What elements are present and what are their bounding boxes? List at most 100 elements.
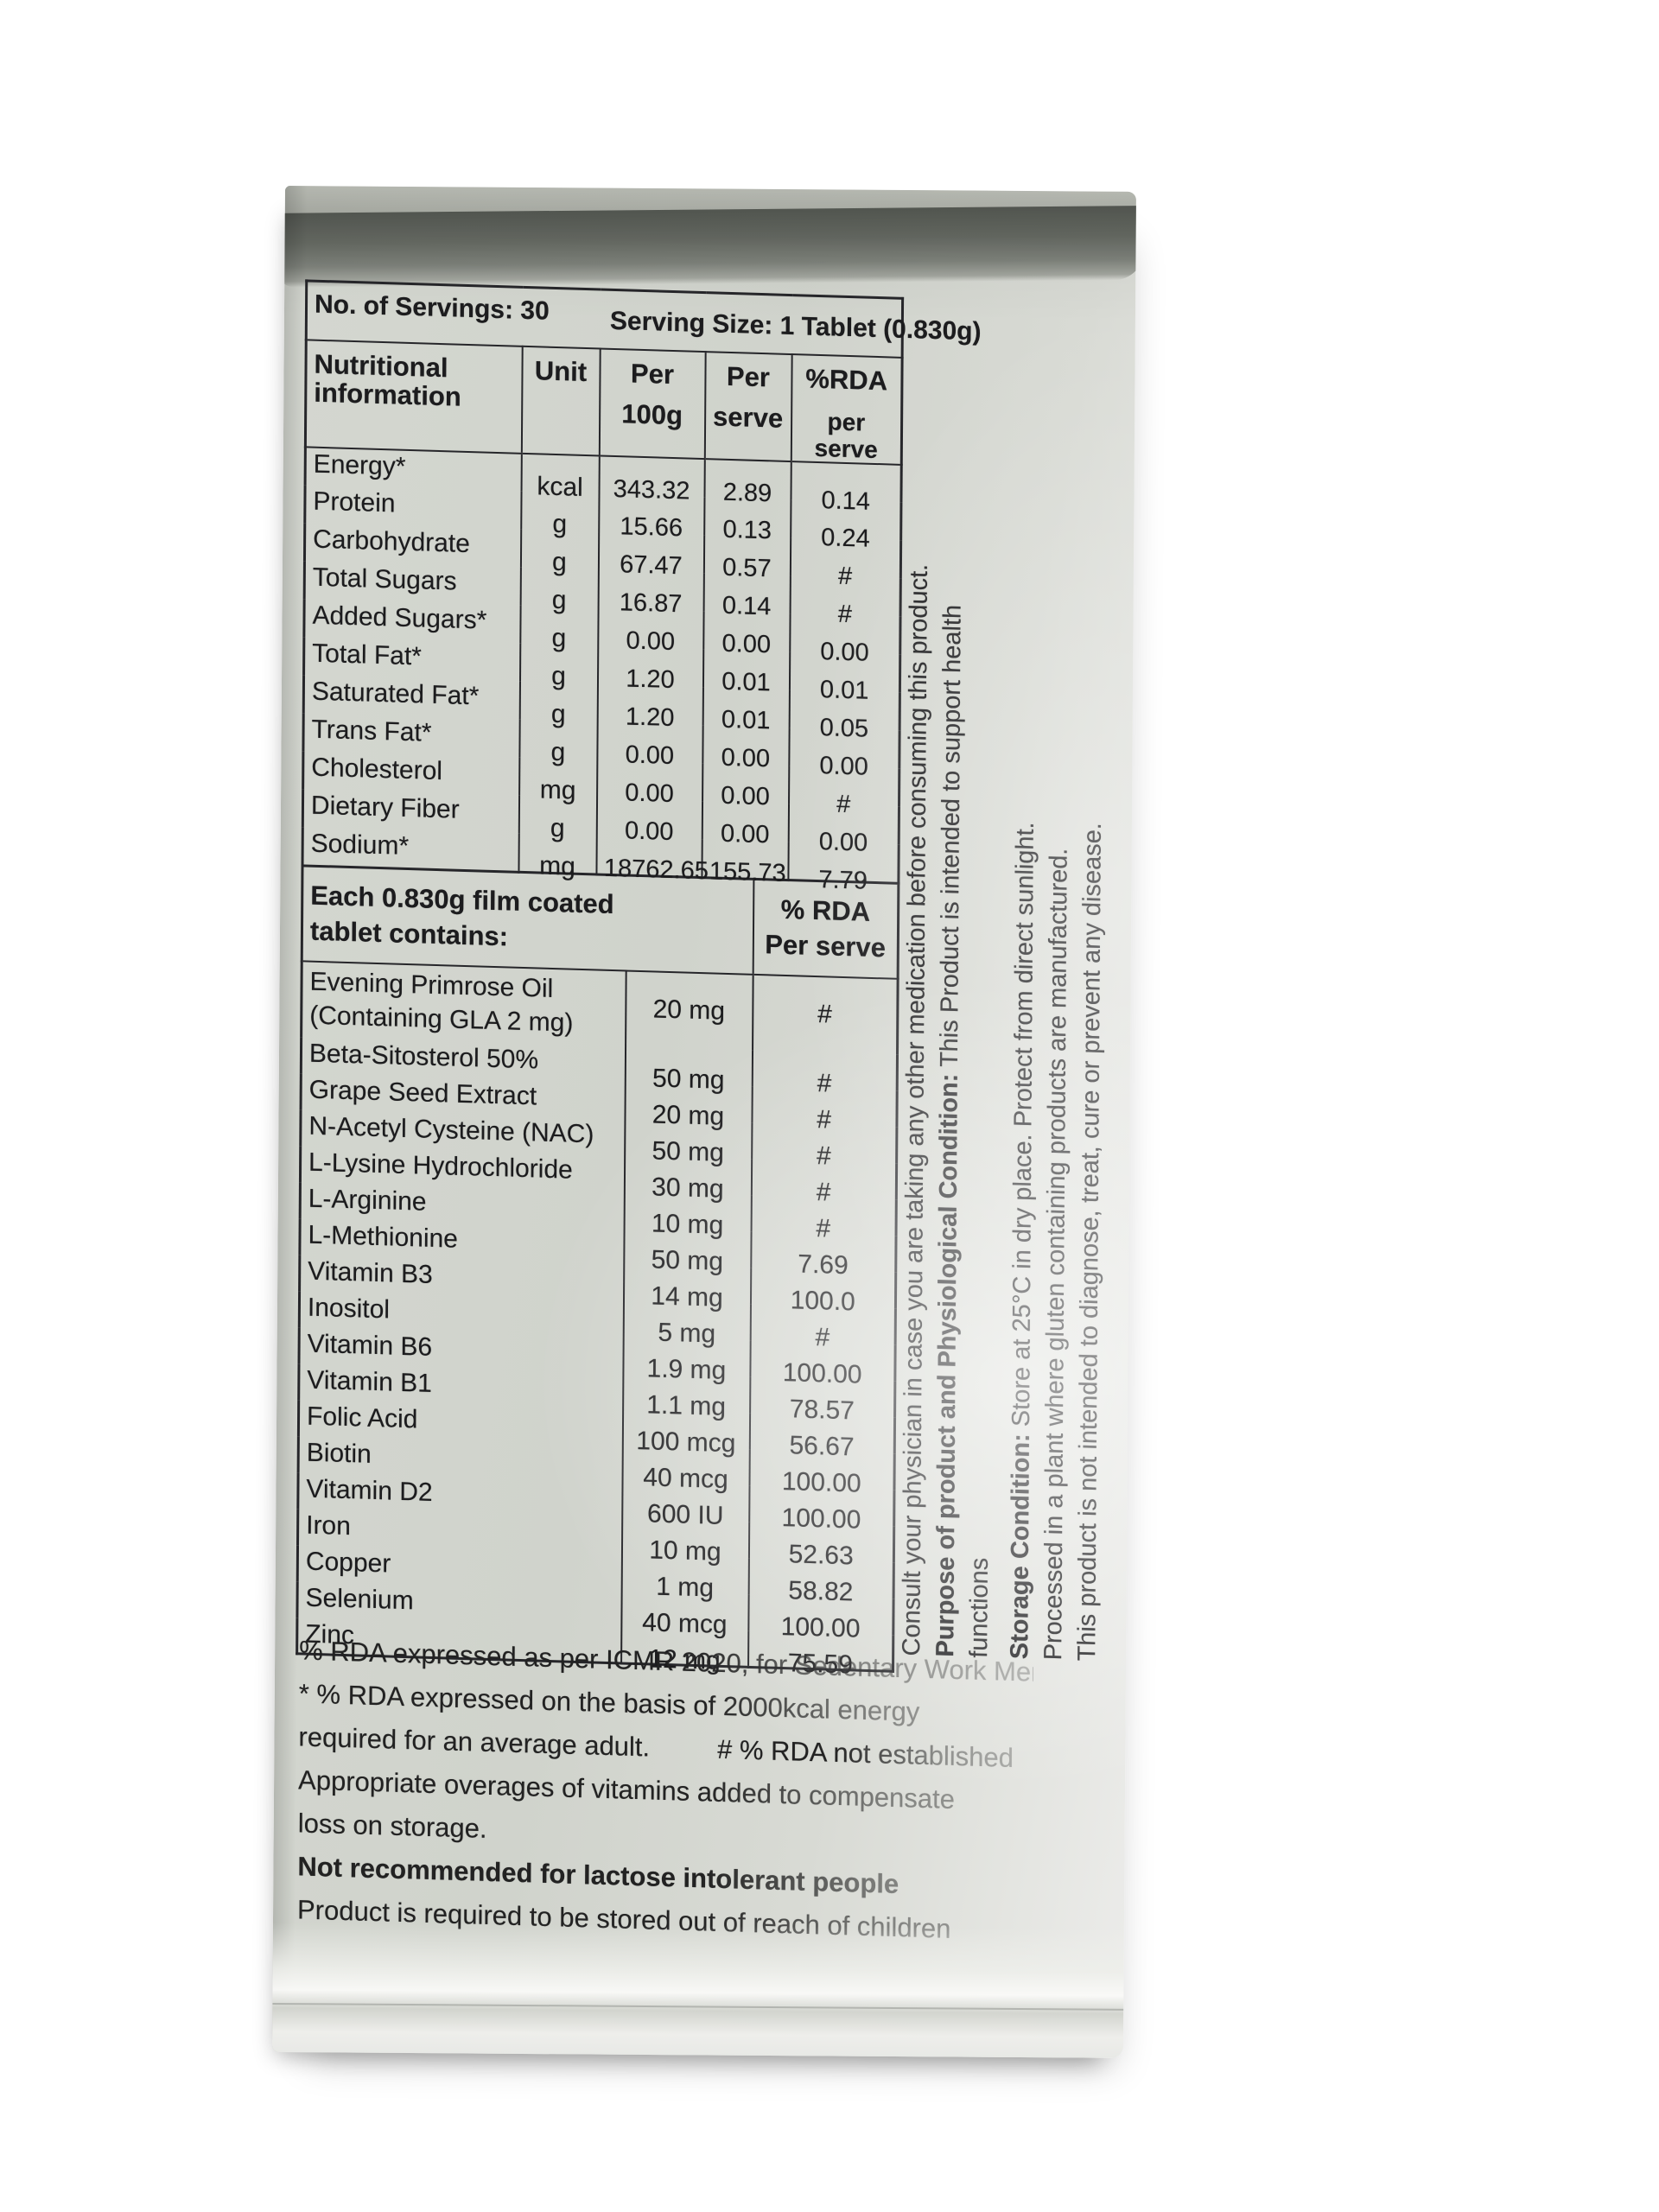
- rda-value: 0.05: [819, 714, 869, 743]
- ingredient-rda: 56.67: [789, 1430, 855, 1461]
- ingredient-rda: 100.0: [790, 1285, 855, 1316]
- per-serve-value: 0.57: [722, 553, 772, 583]
- rda-value: #: [837, 562, 853, 591]
- ingredient-amount: 100 mcg: [636, 1426, 736, 1458]
- per-serve-value: 0.00: [721, 743, 771, 773]
- nutrient-unit: mg: [539, 851, 575, 881]
- per-serve-value: 0.01: [721, 705, 771, 735]
- rda-value: #: [837, 600, 853, 629]
- side-disclaimers: Consult your physician in case you are t…: [895, 342, 1112, 1662]
- nutrient-name: Total Fat*: [312, 639, 423, 671]
- per-100g-value: 18762.65: [603, 854, 709, 886]
- header-unit: Unit: [521, 346, 601, 456]
- ingredient-amount: 10 mg: [651, 1208, 724, 1240]
- header-rda-per-serve: %RDA per serve: [791, 354, 903, 465]
- ingredient-rda: 7.69: [798, 1249, 849, 1280]
- ingredient-rda: #: [816, 1141, 831, 1171]
- serving-size: Serving Size: 1 Tablet (0.830g): [609, 306, 982, 346]
- nutrient-unit: g: [550, 813, 565, 843]
- per-serve-value: 0.14: [721, 591, 772, 621]
- composition-rda-header: % RDA Per serve: [753, 880, 899, 979]
- ingredient-amount: 1 mg: [656, 1572, 715, 1603]
- per-serve-value: 0.00: [721, 781, 770, 811]
- per-100g-value: 67.47: [620, 550, 683, 581]
- rda-value: 0.24: [821, 524, 870, 553]
- ingredient-name: Evening Primrose Oil (Containing GLA 2 m…: [309, 967, 574, 1038]
- ingredient-rda: #: [816, 1177, 831, 1207]
- ingredient-rda: 100.00: [781, 1466, 861, 1498]
- per-100g-value: 1.20: [625, 702, 675, 733]
- composition-table: Each 0.830g film coated tablet contains:…: [296, 866, 900, 1679]
- per-100g-value: 16.87: [619, 588, 683, 619]
- footnotes: % RDA expressed as per ICMR 2020, for Se…: [297, 1629, 1053, 1953]
- ingredient-rda: 58.82: [788, 1575, 854, 1606]
- nutrient-unit: g: [551, 661, 567, 691]
- nutrient-name: Added Sugars*: [312, 601, 487, 635]
- header-per-100g: Per 100g: [599, 348, 706, 460]
- ingredient-rda: 100.00: [780, 1611, 861, 1643]
- ingredient-amount: 1.9 mg: [646, 1353, 727, 1385]
- nutrient-unit: g: [552, 547, 567, 577]
- ingredient-rda: #: [817, 1104, 832, 1135]
- product-box-panel: No. of Servings: 30 Serving Size: 1 Tabl…: [271, 186, 1136, 2058]
- servings-count: No. of Servings: 30: [314, 289, 550, 326]
- rda-value: 0.14: [821, 486, 871, 516]
- ingredient-amount: 10 mg: [649, 1535, 721, 1567]
- nutrient-unit: g: [550, 699, 566, 729]
- nutrient-unit: mg: [539, 775, 576, 805]
- per-serve-value: 2.89: [722, 478, 772, 508]
- rda-value: 0.00: [820, 638, 869, 667]
- per-serve-value: 0.01: [721, 667, 771, 697]
- header-nutritional-information: Nutritional information: [305, 340, 523, 454]
- per-100g-value: 0.00: [626, 626, 676, 657]
- ingredient-amount: 5 mg: [658, 1318, 716, 1349]
- box-top-crease-shadow: [276, 206, 1136, 288]
- nutrient-name: Cholesterol: [311, 753, 443, 786]
- ingredient-amount: 1.1 mg: [646, 1389, 727, 1421]
- nutrition-header-row: Nutritional information Unit Per 100g Per…: [305, 340, 903, 465]
- per-100g-value: 15.66: [620, 512, 683, 543]
- rda-value: 0.00: [818, 828, 868, 857]
- per-serve-value: 0.00: [721, 629, 772, 659]
- rda-value: 7.79: [818, 866, 868, 895]
- ingredient-amount: 50 mg: [652, 1063, 725, 1095]
- per-serve-value: 0.00: [720, 819, 770, 849]
- nutrient-name: Trans Fat*: [311, 715, 432, 747]
- nutrient-name: Sodium*: [310, 829, 410, 861]
- ingredient-rda: #: [815, 1322, 830, 1352]
- rda-value: 0.00: [819, 752, 868, 781]
- nutrient-unit: g: [551, 585, 567, 615]
- ingredient-amount: 20 mg: [652, 994, 726, 1026]
- nutrient-unit: g: [551, 623, 567, 653]
- per-100g-value: 343.32: [613, 474, 690, 505]
- per-100g-value: 0.00: [625, 741, 675, 771]
- nutrient-name: Energy*: [313, 449, 406, 481]
- per-serve-value: 0.13: [722, 515, 772, 545]
- ingredient-amount: 50 mg: [652, 1135, 725, 1167]
- per-100g-value: 0.00: [624, 817, 674, 847]
- nutrient-unit: g: [552, 509, 568, 539]
- ingredient-amount: 20 mg: [652, 1099, 725, 1131]
- ingredient-rda: #: [816, 1213, 831, 1243]
- ingredient-amount: 40 mcg: [642, 1607, 728, 1639]
- ingredient-amount: 50 mg: [651, 1244, 724, 1276]
- per-serve-value: 155.73: [709, 857, 786, 887]
- label-panel: No. of Servings: 30 Serving Size: 1 Tabl…: [286, 279, 1122, 2014]
- nutrient-unit: kcal: [537, 472, 583, 502]
- per-100g-value: 0.00: [625, 779, 674, 809]
- nutrient-name: Total Sugars: [312, 563, 457, 596]
- per-100g-value: 1.20: [626, 664, 675, 695]
- nutrient-name: Carbohydrate: [313, 524, 471, 559]
- ingredient-rda: #: [817, 1068, 832, 1098]
- ingredient-rda: 100.00: [781, 1503, 861, 1535]
- ingredient-amount: 14 mg: [651, 1281, 723, 1313]
- ingredient-rda: 100.00: [782, 1357, 862, 1389]
- composition-header-row: Each 0.830g film coated tablet contains:…: [302, 866, 899, 979]
- ingredient-amount: 600 IU: [646, 1498, 724, 1530]
- ingredient-rda: #: [817, 999, 833, 1029]
- nutrient-name: Protein: [313, 486, 396, 518]
- nutrient-name: Saturated Fat*: [311, 677, 480, 711]
- nutrient-name: Dietary Fiber: [310, 791, 460, 824]
- nutrition-table: No. of Servings: 30 Serving Size: 1 Tabl…: [301, 279, 982, 895]
